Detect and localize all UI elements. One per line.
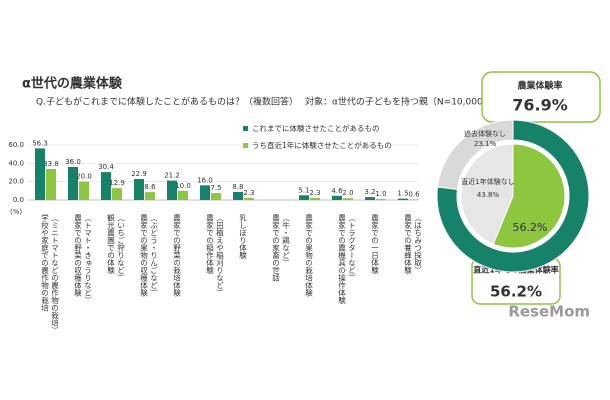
data-label: 1.0: [375, 190, 386, 198]
bar: [79, 181, 89, 200]
data-label: 3.2: [364, 188, 375, 196]
data-label: 22.9: [131, 170, 147, 178]
bar: [376, 199, 386, 200]
x-tick-label v: 農家での農機具の操作体験: [337, 213, 346, 305]
callout-title: 農業体験率: [517, 80, 562, 92]
data-label: 20.0: [76, 173, 92, 181]
legend-label: これまでに体験させたことがあるもの: [252, 123, 380, 133]
legend-label: うち直近1年に体験させたことがあるもの: [252, 140, 392, 150]
annotation: 対象：α世代の子どもを持つ親（N=10,000）: [305, 96, 492, 108]
logo: ReseMom: [508, 303, 590, 321]
legend-swatch: [243, 143, 248, 148]
subtitle: Q.子どもがこれまでに体験したことがあるものは？（複数回答）: [36, 96, 298, 108]
x-tick-note v: （いちご狩りなど）: [116, 214, 125, 282]
x-tick-label v: 観光農園での体験: [106, 213, 115, 275]
bar: [134, 179, 144, 200]
bar: [68, 167, 78, 200]
bar: [178, 190, 188, 200]
pie-slice: [492, 143, 566, 249]
data-label: 30.4: [98, 163, 114, 171]
callout-value: 56.2%: [490, 283, 542, 301]
x-tick-label v: 農家での野菜の収穫体験: [73, 213, 82, 298]
x-tick-note v: （はちみつ採取）: [413, 214, 422, 274]
data-label: 8.6: [144, 183, 156, 191]
bar: [310, 197, 320, 200]
x-tick-note v: （ぶどう・りんごなど）: [149, 214, 158, 297]
slice-value: 56.2%: [513, 221, 548, 234]
data-label: 2.3: [309, 189, 320, 197]
bar: [35, 148, 45, 200]
y-tick-label: 0.0: [13, 196, 24, 204]
x-tick-label v: 農家での養蜂体験: [403, 213, 412, 275]
data-label: 12.9: [109, 179, 125, 187]
y-unit: (%): [10, 208, 22, 216]
title: α世代の農業体験: [22, 76, 123, 92]
data-label: 36.0: [65, 158, 81, 166]
legend-swatch: [243, 126, 248, 131]
slice-label: 過去体験なし: [464, 129, 506, 138]
bar: [46, 169, 56, 200]
x-tick-note v: （田植えや稲刈りなど）: [215, 214, 224, 297]
bar: [244, 197, 254, 200]
x-tick-note v: （トマト・きゅうりなど）: [83, 214, 92, 304]
data-label: 8.8: [232, 183, 243, 191]
data-label: 2.0: [342, 189, 353, 197]
y-tick-label: 40.0: [8, 159, 24, 167]
x-tick-label v: 農家での家畜の世話: [271, 213, 280, 283]
callout-value: 76.9%: [512, 96, 568, 115]
bar: [112, 188, 122, 200]
data-label: 7.5: [210, 184, 221, 192]
data-label: 4.6: [331, 187, 343, 195]
pie-slice: [436, 119, 590, 273]
data-label: 10.0: [175, 182, 191, 190]
data-label: 1.5: [397, 190, 408, 198]
bar: [332, 195, 342, 200]
bar: [299, 195, 309, 200]
data-label: 33.8: [43, 160, 59, 168]
data-label: 21.2: [164, 172, 180, 180]
y-tick-label: 60.0: [8, 141, 24, 149]
bar: [365, 197, 375, 200]
slice-value: 43.8%: [477, 191, 500, 199]
y-tick-label: 20.0: [8, 178, 24, 186]
slice-label: 直近1年体験なし: [461, 177, 514, 186]
x-tick-label v: 農家での稲作体験: [205, 213, 214, 275]
data-label: 5.1: [298, 186, 309, 194]
x-tick-label v: 農家での果物の栽培体験: [304, 213, 313, 298]
bar: [101, 172, 111, 200]
pie-slice: [460, 143, 514, 245]
slice-value: 23.1%: [474, 140, 497, 148]
bar: [343, 198, 353, 200]
bar: [200, 185, 210, 200]
pie-slice: [436, 119, 514, 190]
x-tick-label v: 農家での果物の収穫体験: [139, 213, 148, 298]
x-tick-label v: 学校や家庭での農作物の栽培: [40, 213, 49, 313]
data-label: 0.6: [408, 190, 420, 198]
x-tick-note v: （ミニトマトなどの農作物の栽培）: [50, 214, 59, 334]
data-label: 2.3: [243, 189, 254, 197]
bar: [233, 191, 243, 200]
x-tick-label v: 乳しぼり体験: [238, 213, 247, 260]
data-label: 16.0: [197, 176, 213, 184]
x-tick-note v: （牛・鶏など）: [281, 214, 290, 267]
callout-box: [481, 71, 601, 123]
data-label: 56.3: [32, 139, 48, 147]
x-tick-note v: （トラクターなど）: [347, 214, 356, 282]
bar: [145, 192, 155, 200]
bar: [398, 198, 408, 200]
bar: [211, 193, 221, 200]
bar: [167, 180, 177, 200]
bar: [409, 199, 419, 200]
x-tick-label v: 農家での一日体験: [370, 213, 379, 275]
x-tick-label v: 農家での野菜の栽培体験: [172, 213, 181, 298]
